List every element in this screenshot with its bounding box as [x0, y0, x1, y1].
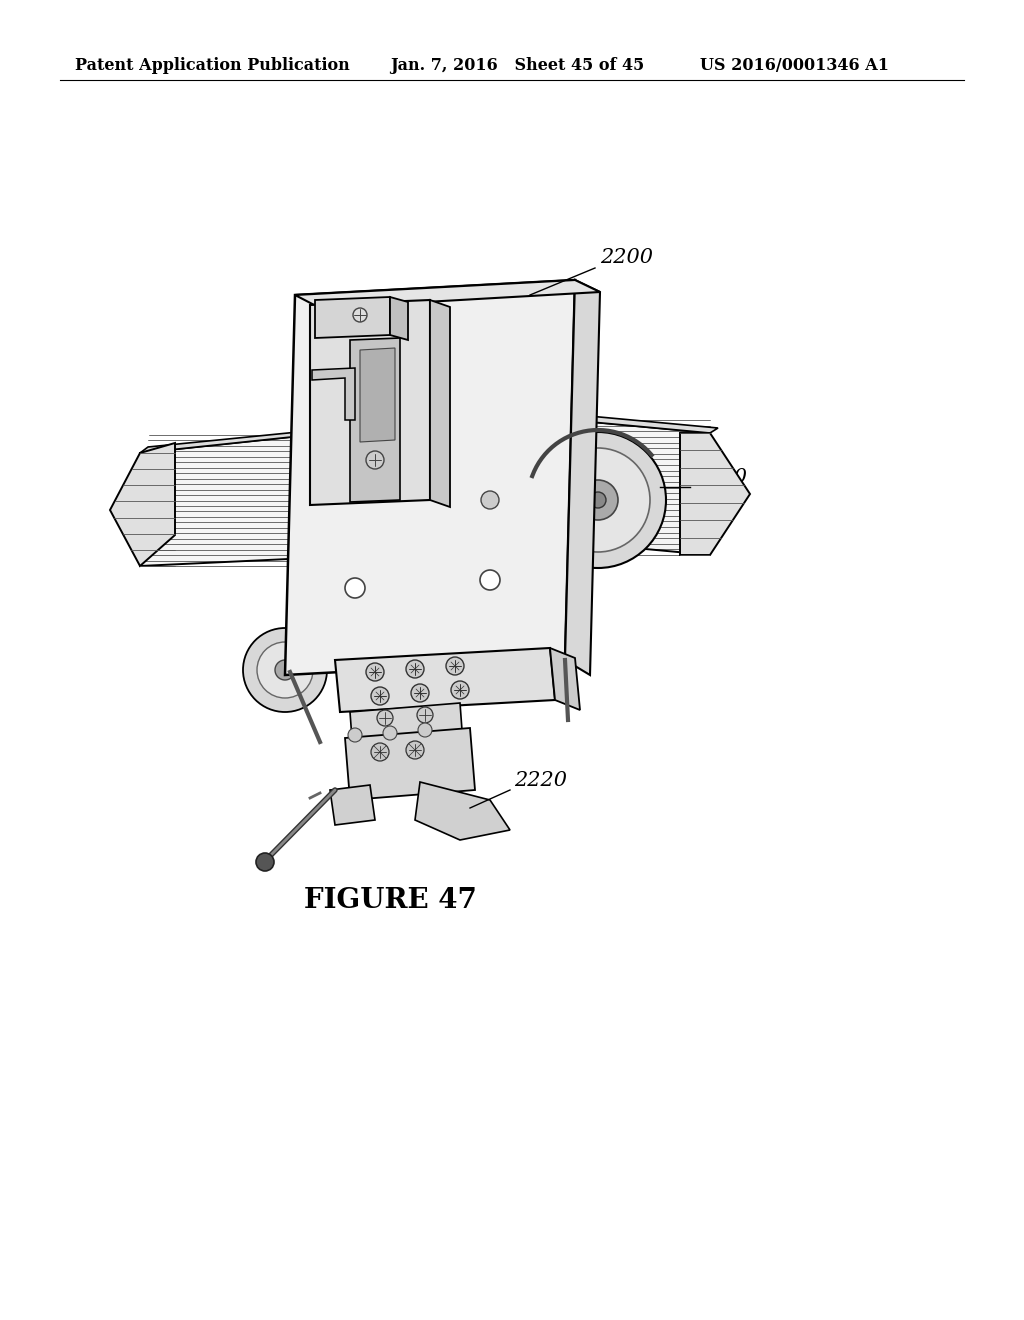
- Polygon shape: [570, 420, 710, 554]
- Circle shape: [345, 578, 365, 598]
- Polygon shape: [110, 444, 175, 566]
- Polygon shape: [680, 433, 750, 554]
- Circle shape: [353, 308, 367, 322]
- Polygon shape: [350, 338, 400, 502]
- Text: Patent Application Publication: Patent Application Publication: [75, 57, 350, 74]
- Circle shape: [256, 853, 274, 871]
- Circle shape: [590, 492, 606, 508]
- Circle shape: [348, 729, 362, 742]
- Text: 2200: 2200: [600, 248, 653, 267]
- Circle shape: [377, 710, 393, 726]
- Polygon shape: [285, 280, 575, 675]
- Polygon shape: [345, 729, 475, 800]
- Polygon shape: [310, 300, 430, 506]
- Polygon shape: [550, 648, 580, 710]
- Circle shape: [451, 681, 469, 700]
- Circle shape: [366, 663, 384, 681]
- Text: 2220: 2220: [514, 771, 567, 789]
- Polygon shape: [360, 348, 395, 442]
- Circle shape: [418, 723, 432, 737]
- Circle shape: [257, 642, 313, 698]
- Polygon shape: [140, 436, 310, 566]
- Circle shape: [578, 480, 618, 520]
- Polygon shape: [312, 368, 355, 420]
- Polygon shape: [570, 414, 718, 433]
- Text: Jan. 7, 2016   Sheet 45 of 45: Jan. 7, 2016 Sheet 45 of 45: [390, 57, 644, 74]
- Circle shape: [417, 708, 433, 723]
- Text: 2210: 2210: [694, 469, 746, 487]
- Circle shape: [480, 570, 500, 590]
- Circle shape: [275, 660, 295, 680]
- Polygon shape: [430, 300, 450, 507]
- Polygon shape: [390, 297, 408, 341]
- Circle shape: [383, 726, 397, 741]
- Text: US 2016/0001346 A1: US 2016/0001346 A1: [700, 57, 889, 74]
- Polygon shape: [330, 785, 375, 825]
- Circle shape: [371, 686, 389, 705]
- Polygon shape: [335, 648, 555, 711]
- Polygon shape: [315, 297, 390, 338]
- Circle shape: [411, 684, 429, 702]
- Polygon shape: [140, 430, 318, 453]
- Circle shape: [406, 660, 424, 678]
- Circle shape: [243, 628, 327, 711]
- Circle shape: [546, 447, 650, 552]
- Circle shape: [481, 491, 499, 510]
- Polygon shape: [295, 280, 600, 308]
- Circle shape: [371, 743, 389, 762]
- Polygon shape: [350, 704, 462, 739]
- Circle shape: [446, 657, 464, 675]
- Polygon shape: [565, 280, 600, 675]
- Text: FIGURE 47: FIGURE 47: [303, 887, 476, 913]
- Polygon shape: [415, 781, 510, 840]
- Circle shape: [530, 432, 666, 568]
- Circle shape: [406, 741, 424, 759]
- Circle shape: [366, 451, 384, 469]
